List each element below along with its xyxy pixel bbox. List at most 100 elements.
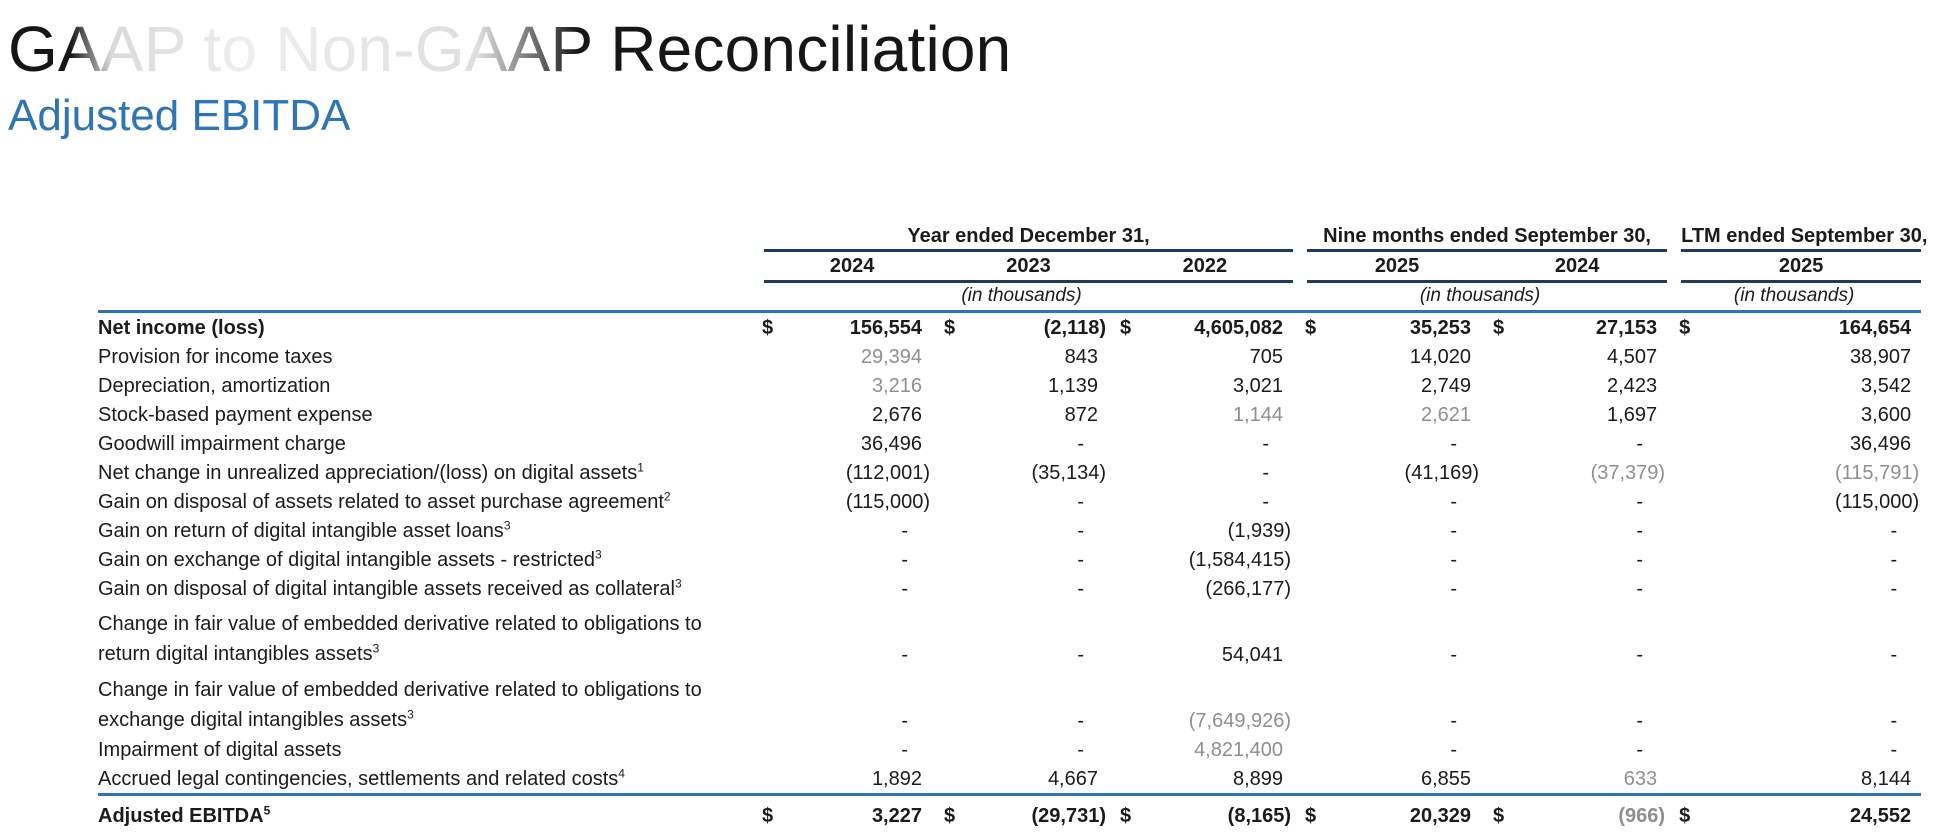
currency-symbol-cell: $ [944,317,956,340]
table-row: Net income (loss) $156,554 $ (2,118) $4,605,… [98,312,1921,343]
table-row: Gain on disposal of assets related to as… [98,487,1921,516]
currency-symbol-cell: $ [1667,793,1704,831]
currency-symbol-cell [1481,735,1517,764]
currency-symbol-cell [1293,764,1329,795]
currency-symbol-cell [1481,574,1517,603]
unit-note: (in thousands) [1733,285,1855,307]
value-cell: - [1450,433,1458,456]
column-group-label: Year ended December 31, [907,225,1150,248]
year-header: 2024 [829,255,875,278]
footnote-marker: 2 [663,489,671,504]
currency-symbol-cell [932,429,968,458]
value-cell: - [1450,549,1458,572]
value-cell: 1,892 [871,768,922,791]
currency-symbol-cell [750,429,786,458]
value-cell: - [1890,644,1898,667]
currency-symbol-cell [1108,429,1144,458]
value-cell: 705 [1249,346,1284,369]
currency-symbol-cell [750,574,786,603]
currency-symbol-cell [1667,574,1703,603]
row-label: Impairment of digital assets [98,739,342,762]
value-cell: (115,791) [1834,462,1920,485]
corner-cell [98,223,750,252]
table-row: Accrued legal contingencies, settlements… [98,764,1921,795]
currency-symbol-cell: $ [1493,317,1505,340]
value-cell: (112,001) [845,462,930,485]
value-cell: - [1890,520,1898,543]
currency-symbol-cell [1481,458,1517,487]
unit-note-row: (in thousands) (in thousands) (in thousand… [98,283,1922,313]
value-cell: - [1077,433,1084,456]
value-cell: 27,153 [1595,317,1658,340]
value-cell: - [1077,710,1084,733]
table-row: Provision for income taxes 29,394 843 705 14… [98,342,1921,371]
value-cell: - [1077,491,1084,514]
currency-symbol-cell [1108,458,1144,487]
row-label: Depreciation, amortization [98,375,331,398]
value-cell: - [1262,462,1270,485]
footnote-marker: 3 [407,707,414,722]
value-cell: - [1262,433,1270,456]
currency-symbol-cell [1481,400,1517,429]
row-label: Net change in unrealized appreciation/(l… [98,460,644,485]
table-row: Change in fair value of embedded derivat… [98,603,1921,669]
currency-symbol-cell [932,574,968,603]
currency-symbol-cell [1481,429,1517,458]
row-label: Accrued legal contingencies, settlements… [98,766,625,791]
footnote-marker: 3 [372,641,380,656]
row-label: Gain on return of digital intangible ass… [98,518,511,543]
value-cell: - [901,710,908,733]
currency-symbol-cell [1667,545,1703,574]
currency-symbol-cell [750,603,786,669]
row-label: Gain on exchange of digital intangible a… [98,547,602,572]
currency-symbol-cell [1293,574,1329,603]
table-row: Stock-based payment expense 2,676 872 1,144… [98,400,1921,429]
value-cell: - [1450,491,1458,514]
row-label: Stock-based payment expense [98,404,373,427]
value-cell: 3,216 [871,375,922,398]
currency-symbol-cell [750,400,786,429]
table-row: Gain on disposal of digital intangible a… [98,574,1921,603]
value-cell: 8,144 [1861,768,1912,791]
value-cell: - [901,549,908,572]
row-label: Gain on disposal of assets related to as… [98,489,671,514]
currency-symbol-cell: $ [932,793,968,831]
currency-symbol-cell [1667,429,1703,458]
currency-symbol-cell [1293,603,1329,669]
value-cell: - [901,644,908,667]
currency-symbol-cell [1293,545,1329,574]
currency-symbol-cell: $ [750,793,786,831]
value-cell: (1,939) [1227,520,1292,543]
value-cell: - [1077,578,1084,601]
year-header-row: 2024 2023 2022 2025 2024 2025 [98,252,1922,284]
currency-symbol-cell [932,545,968,574]
value-cell: - [1890,739,1898,762]
footnote-marker: 1 [637,460,644,475]
value-cell: - [1890,549,1898,572]
value-cell: - [1077,739,1084,762]
value-cell: - [1636,739,1644,762]
currency-symbol-cell [1108,545,1144,574]
value-cell: (37,379) [1590,462,1666,485]
value-cell: 1,697 [1607,404,1658,427]
value-cell: - [1636,578,1644,601]
value-cell: 20,329 [1329,793,1482,831]
currency-symbol-cell [750,487,786,516]
currency-symbol-cell [750,516,786,545]
currency-symbol-cell [1293,735,1329,764]
value-cell: 4,507 [1607,346,1658,369]
table-row: Impairment of digital assets - - 4,821,400 -… [98,735,1921,764]
currency-symbol-cell [750,371,786,400]
row-label: Gain on disposal of digital intangible a… [98,576,682,601]
value-cell: - [901,520,908,543]
currency-symbol-cell: $ [762,317,774,340]
currency-symbol-cell: $ [1481,793,1518,831]
page-title: GAAP to Non-GAAP Reconciliation [8,13,1012,85]
currency-symbol-cell [1481,487,1517,516]
table-row: Adjusted EBITDA5 $3,227 $ (29,731) $ (8,165) $… [98,793,1922,831]
value-cell: - [1450,710,1458,733]
row-label: Goodwill impairment charge [98,433,346,456]
value-cell: 3,227 [786,793,932,831]
value-cell: 14,020 [1409,346,1472,369]
footnote-marker: 3 [594,547,602,562]
